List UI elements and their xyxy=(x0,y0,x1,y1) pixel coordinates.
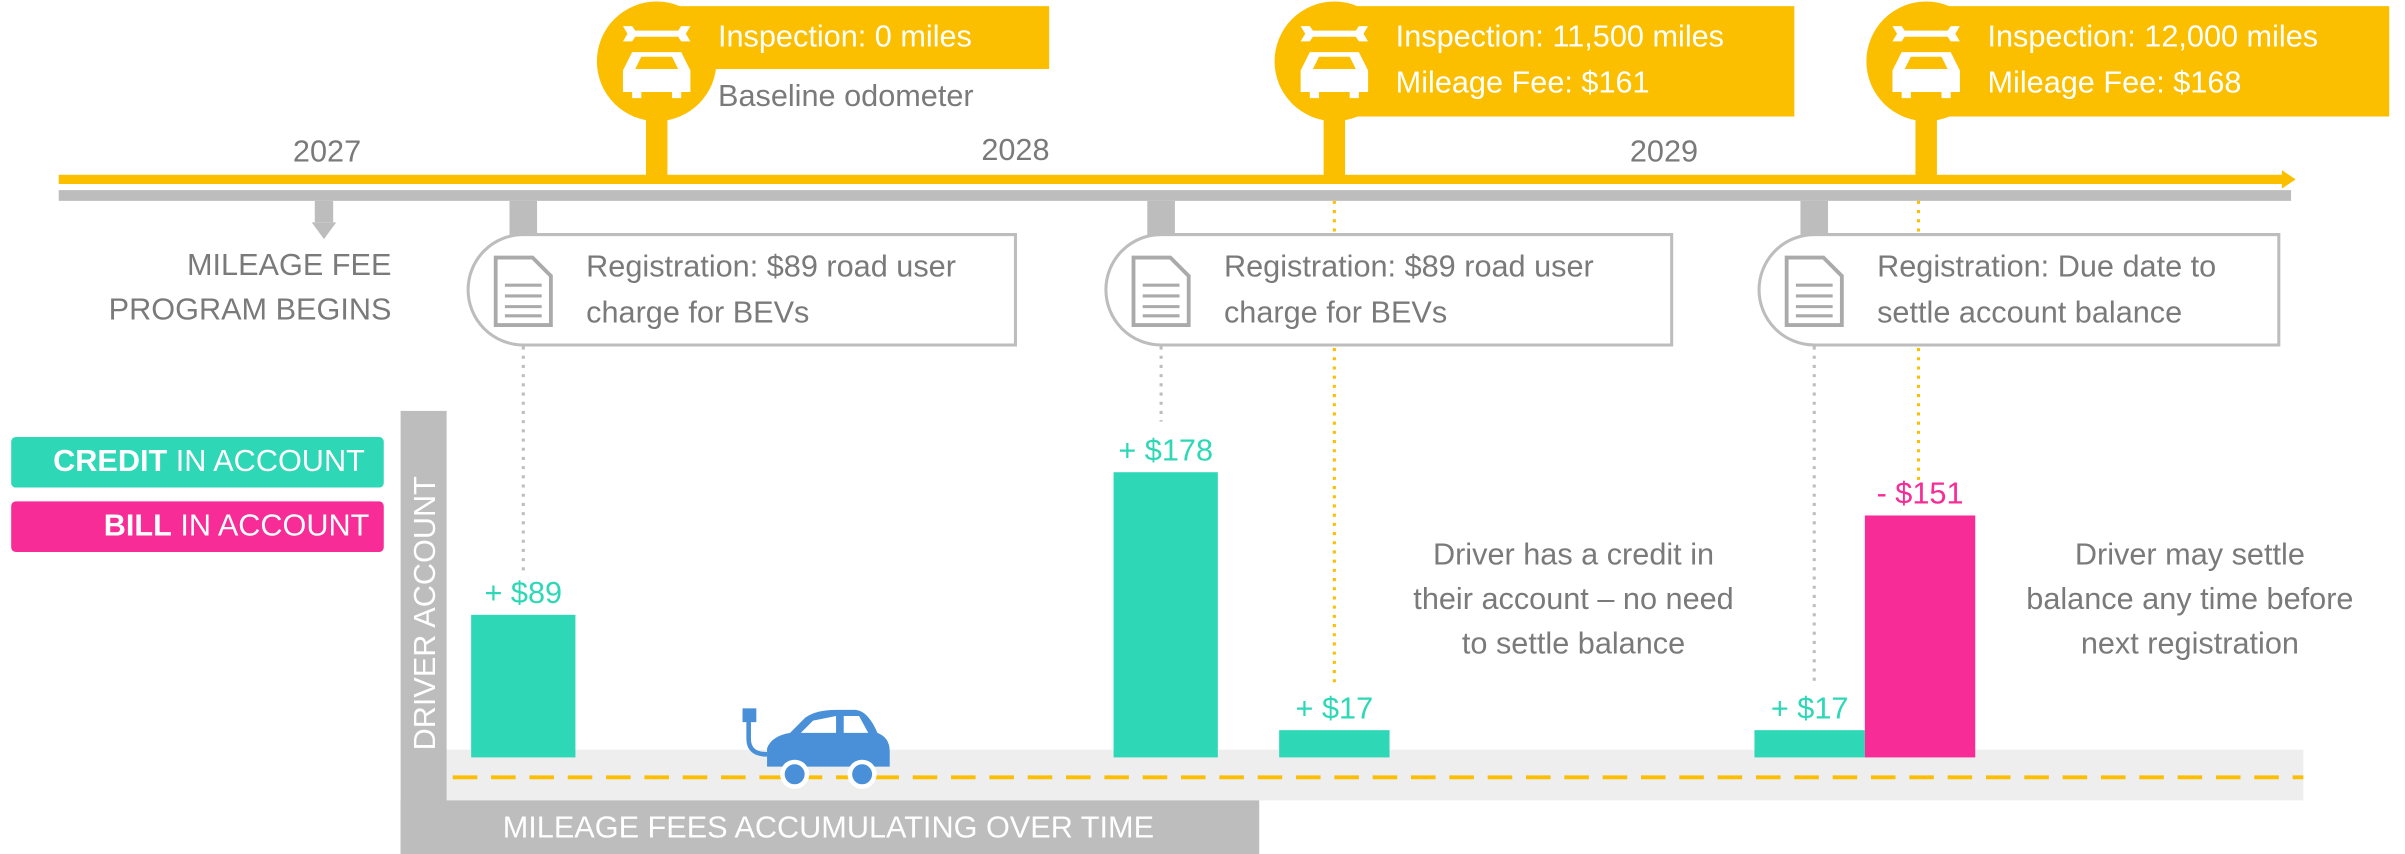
wrench-icon xyxy=(1300,26,1369,42)
bar-label: + $17 xyxy=(1771,691,1849,725)
timeline-gray xyxy=(58,190,2292,201)
registration-text: settle account balance xyxy=(1877,295,2182,329)
inspection-text: Inspection: 12,000 miles xyxy=(1988,19,2319,53)
start-tick-arrow xyxy=(311,222,337,240)
registration-stem xyxy=(1147,200,1175,235)
account-bar xyxy=(1754,730,1865,758)
y-axis-bar xyxy=(400,410,447,854)
legend-bill xyxy=(11,501,384,552)
account-bar xyxy=(1864,515,1976,758)
inspection-text: Mileage Fee: $161 xyxy=(1396,65,1650,99)
x-axis-label: MILEAGE FEES ACCUMULATING OVER TIME xyxy=(503,811,1154,845)
registration-box xyxy=(1757,233,2281,347)
inspection-box xyxy=(1926,6,2390,117)
note-text: to settle balance xyxy=(1462,627,1685,661)
inspection-text: Inspection: 0 miles xyxy=(718,19,972,53)
timeline-arrow xyxy=(2281,170,2296,189)
wrench-icon xyxy=(1892,26,1960,42)
bar-label: + $17 xyxy=(1296,691,1374,725)
inspection-box xyxy=(1334,6,1795,117)
legend-credit-label: CREDIT IN ACCOUNT xyxy=(53,444,365,478)
registration-text: Registration: $89 road user xyxy=(586,249,956,283)
inspection-circle xyxy=(1274,1,1395,122)
registration-text: charge for BEVs xyxy=(1224,295,1447,329)
registration-text: Registration: $89 road user xyxy=(1224,249,1594,283)
year: 2029 xyxy=(1630,134,1698,168)
note-text: next registration xyxy=(2081,627,2299,661)
car-icon xyxy=(622,52,691,99)
inspection-box xyxy=(656,6,1050,69)
account-bar xyxy=(1279,730,1390,758)
timeline-yellow xyxy=(58,174,2285,184)
start-label: MILEAGE FEE xyxy=(187,248,391,282)
wrench-icon xyxy=(622,26,691,42)
account-bar xyxy=(471,614,576,758)
inspection-text: Inspection: 11,500 miles xyxy=(1396,19,1724,53)
inspection-circle xyxy=(596,1,717,122)
y-axis-label: DRIVER ACCOUNT xyxy=(408,476,442,751)
bar-label: + $89 xyxy=(484,576,562,610)
start-tick xyxy=(314,200,334,223)
note-text: balance any time before xyxy=(2026,582,2353,616)
registration-box xyxy=(1104,233,1674,347)
bar-label: - $151 xyxy=(1877,477,1964,511)
car-icon xyxy=(1892,52,1960,99)
inspection-text: Mileage Fee: $168 xyxy=(1988,65,2242,99)
legend-credit xyxy=(11,436,384,488)
registration-stem xyxy=(1800,200,1829,235)
registration-box xyxy=(466,233,1017,347)
inspection-circle xyxy=(1866,1,1986,122)
start-label: PROGRAM BEGINS xyxy=(109,292,392,326)
legend-bill-label: BILL IN ACCOUNT xyxy=(104,509,370,543)
registration-text: Registration: Due date to xyxy=(1877,249,2216,283)
registration-text: charge for BEVs xyxy=(586,295,809,329)
account-bar xyxy=(1113,472,1218,758)
car-icon xyxy=(1300,52,1369,99)
ev-car xyxy=(742,708,890,789)
year: 2028 xyxy=(981,133,1049,167)
registration-stem xyxy=(509,200,538,235)
bar-label: + $178 xyxy=(1118,433,1213,467)
road xyxy=(446,749,2304,801)
inspection-detail: Baseline odometer xyxy=(718,79,974,113)
note-text: their account – no need xyxy=(1413,582,1733,616)
note-text: Driver may settle xyxy=(2075,538,2305,572)
note-text: Driver has a credit in xyxy=(1433,538,1714,572)
x-axis-bar xyxy=(400,800,1260,854)
year: 2027 xyxy=(293,134,361,168)
